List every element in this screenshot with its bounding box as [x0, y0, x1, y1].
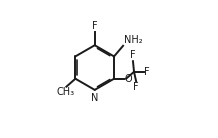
- Text: N: N: [91, 93, 98, 103]
- Text: F: F: [133, 82, 139, 92]
- Text: F: F: [144, 67, 150, 77]
- Text: F: F: [130, 50, 136, 60]
- Text: F: F: [92, 21, 97, 31]
- Text: O: O: [124, 74, 132, 84]
- Text: NH₂: NH₂: [124, 35, 142, 45]
- Text: CH₃: CH₃: [57, 87, 75, 97]
